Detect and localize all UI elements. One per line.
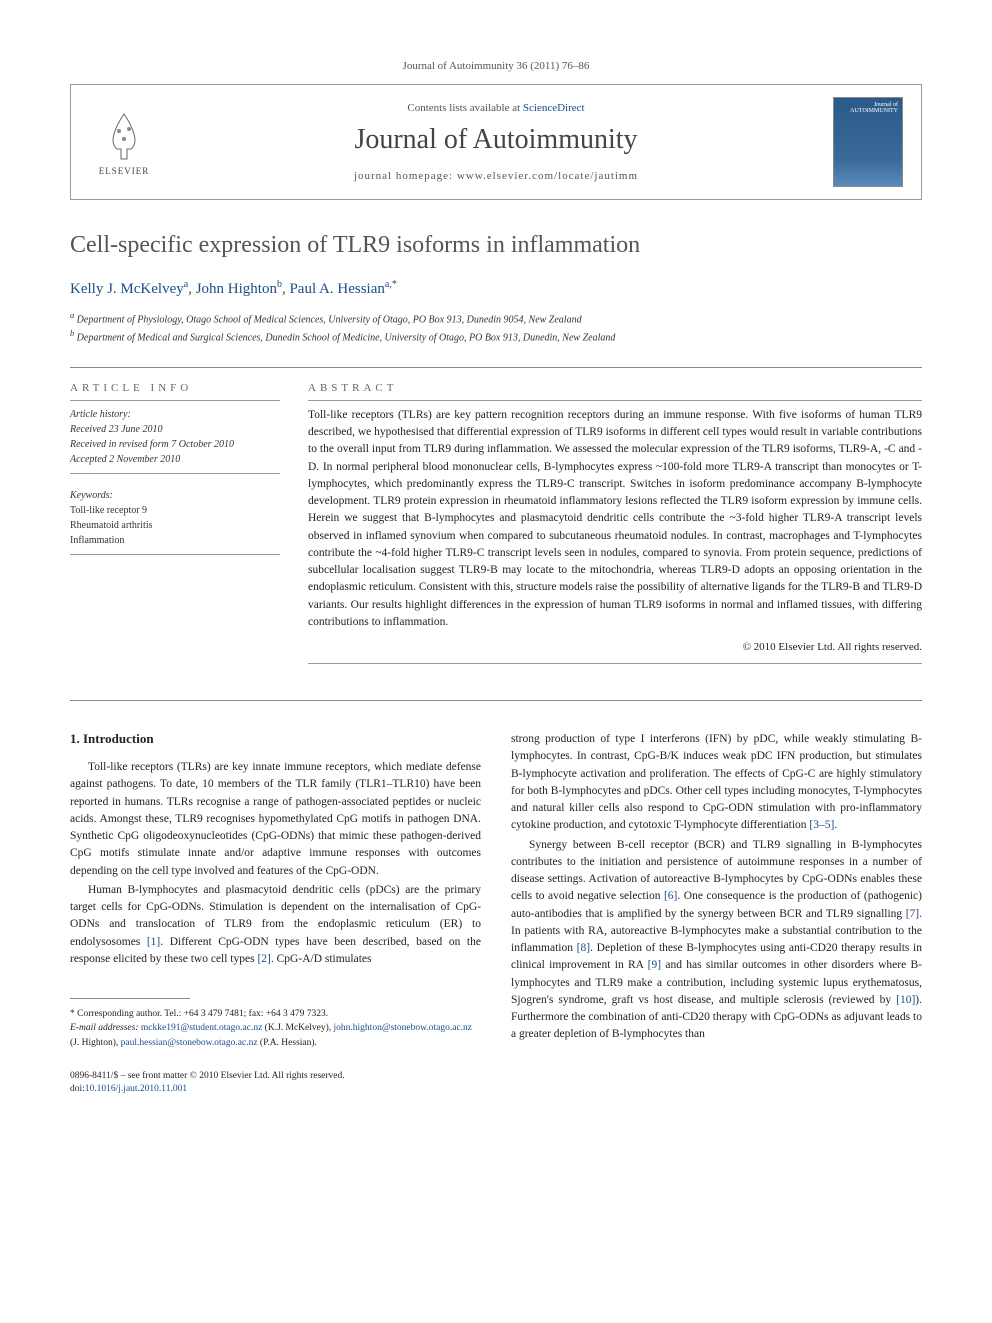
article-info-label: ARTICLE INFO: [70, 382, 280, 394]
section-heading: 1. Introduction: [70, 731, 481, 747]
corresponding-star: ,*: [389, 279, 397, 290]
affil-sup: b: [277, 279, 282, 290]
affiliation-b: b Department of Medical and Surgical Sci…: [70, 328, 922, 345]
authors-line: Kelly J. McKelveya, John Hightonb, Paul …: [70, 279, 922, 298]
sciencedirect-link[interactable]: ScienceDirect: [523, 102, 585, 114]
history-received: Received 23 June 2010: [70, 422, 280, 437]
ref-link[interactable]: [10]: [896, 994, 915, 1006]
email-link[interactable]: paul.hessian@stonebow.otago.ac.nz: [121, 1038, 258, 1048]
elsevier-logo[interactable]: ELSEVIER: [89, 102, 159, 182]
affil-text: Department of Physiology, Otago School o…: [77, 315, 582, 326]
email-label: E-mail addresses:: [70, 1023, 139, 1033]
para-text: . CpG-A/D stimulates: [271, 953, 372, 965]
cover-label: Journal of AUTOIMMUNITY: [838, 102, 898, 114]
history-block: Article history: Received 23 June 2010 R…: [70, 407, 280, 467]
ref-link[interactable]: [3–5]: [809, 819, 834, 831]
info-divider: [70, 473, 280, 474]
journal-reference: Journal of Autoimmunity 36 (2011) 76–86: [70, 60, 922, 72]
contents-prefix: Contents lists available at: [407, 102, 522, 114]
keyword-item: Toll-like receptor 9: [70, 503, 280, 518]
body-paragraph: strong production of type I interferons …: [511, 731, 922, 835]
journal-cover-thumbnail[interactable]: Journal of AUTOIMMUNITY: [833, 97, 903, 187]
keywords-title: Keywords:: [70, 488, 280, 503]
footnote-divider: [70, 998, 190, 999]
elsevier-label: ELSEVIER: [99, 166, 150, 176]
divider: [70, 700, 922, 701]
journal-header-box: ELSEVIER Contents lists available at Sci…: [70, 84, 922, 200]
homepage-prefix: journal homepage:: [354, 170, 457, 182]
affil-sup: a: [184, 279, 188, 290]
ref-link[interactable]: [1]: [147, 936, 160, 948]
ref-link[interactable]: [2]: [257, 953, 270, 965]
affiliations: a Department of Physiology, Otago School…: [70, 310, 922, 345]
footnotes: * Corresponding author. Tel.: +64 3 479 …: [70, 1007, 481, 1050]
body-paragraph: Toll-like receptors (TLRs) are key innat…: [70, 759, 481, 880]
header-center: Contents lists available at ScienceDirec…: [177, 102, 815, 182]
body-column-right: strong production of type I interferons …: [511, 731, 922, 1096]
para-text: .: [834, 819, 837, 831]
keyword-item: Rheumatoid arthritis: [70, 518, 280, 533]
keywords-block: Keywords: Toll-like receptor 9 Rheumatoi…: [70, 488, 280, 548]
issn-line: 0896-8411/$ – see front matter © 2010 El…: [70, 1070, 481, 1083]
author-link[interactable]: John Highton: [196, 281, 277, 297]
body-paragraph: Synergy between B-cell receptor (BCR) an…: [511, 837, 922, 1044]
ref-link[interactable]: [8]: [577, 942, 590, 954]
article-info-column: ARTICLE INFO Article history: Received 2…: [70, 382, 280, 670]
affiliation-a: a Department of Physiology, Otago School…: [70, 310, 922, 327]
homepage-line: journal homepage: www.elsevier.com/locat…: [177, 170, 815, 182]
body-paragraph: Human B-lymphocytes and plasmacytoid den…: [70, 882, 481, 968]
homepage-url[interactable]: www.elsevier.com/locate/jautimm: [457, 170, 638, 182]
author-link[interactable]: Paul A. Hessian: [289, 281, 384, 297]
email-who: (J. Highton),: [70, 1038, 118, 1048]
elsevier-tree-icon: [99, 109, 149, 164]
email-who: (K.J. McKelvey),: [265, 1023, 331, 1033]
doi-prefix: doi:: [70, 1084, 85, 1094]
article-title: Cell-specific expression of TLR9 isoform…: [70, 230, 922, 261]
corresponding-author-note: * Corresponding author. Tel.: +64 3 479 …: [70, 1007, 481, 1021]
contents-line: Contents lists available at ScienceDirec…: [177, 102, 815, 114]
info-divider: [308, 663, 922, 664]
ref-link[interactable]: [6]: [664, 890, 677, 902]
para-text: strong production of type I interferons …: [511, 733, 922, 831]
page-container: Journal of Autoimmunity 36 (2011) 76–86 …: [0, 0, 992, 1136]
info-divider: [308, 400, 922, 401]
abstract-label: ABSTRACT: [308, 382, 922, 394]
email-who: (P.A. Hessian).: [260, 1038, 317, 1048]
abstract-text: Toll-like receptors (TLRs) are key patte…: [308, 407, 922, 631]
history-revised: Received in revised form 7 October 2010: [70, 437, 280, 452]
history-title: Article history:: [70, 407, 280, 422]
info-abstract-row: ARTICLE INFO Article history: Received 2…: [70, 382, 922, 670]
affil-text: Department of Medical and Surgical Scien…: [77, 332, 616, 343]
bottom-info: 0896-8411/$ – see front matter © 2010 El…: [70, 1070, 481, 1097]
doi-line: doi:10.1016/j.jaut.2010.11.001: [70, 1083, 481, 1096]
doi-link[interactable]: 10.1016/j.jaut.2010.11.001: [85, 1084, 187, 1094]
email-link[interactable]: mckke191@student.otago.ac.nz: [141, 1023, 262, 1033]
body-column-left: 1. Introduction Toll-like receptors (TLR…: [70, 731, 481, 1096]
keyword-item: Inflammation: [70, 533, 280, 548]
journal-name: Journal of Autoimmunity: [177, 124, 815, 156]
abstract-column: ABSTRACT Toll-like receptors (TLRs) are …: [308, 382, 922, 670]
copyright-line: © 2010 Elsevier Ltd. All rights reserved…: [308, 641, 922, 653]
author-link[interactable]: Kelly J. McKelvey: [70, 281, 184, 297]
ref-link[interactable]: [7]: [906, 908, 919, 920]
ref-link[interactable]: [9]: [648, 959, 661, 971]
info-divider: [70, 554, 280, 555]
email-addresses: E-mail addresses: mckke191@student.otago…: [70, 1021, 481, 1050]
email-link[interactable]: john.highton@stonebow.otago.ac.nz: [334, 1023, 472, 1033]
divider: [70, 367, 922, 368]
history-accepted: Accepted 2 November 2010: [70, 452, 280, 467]
info-divider: [70, 400, 280, 401]
body-columns: 1. Introduction Toll-like receptors (TLR…: [70, 731, 922, 1096]
